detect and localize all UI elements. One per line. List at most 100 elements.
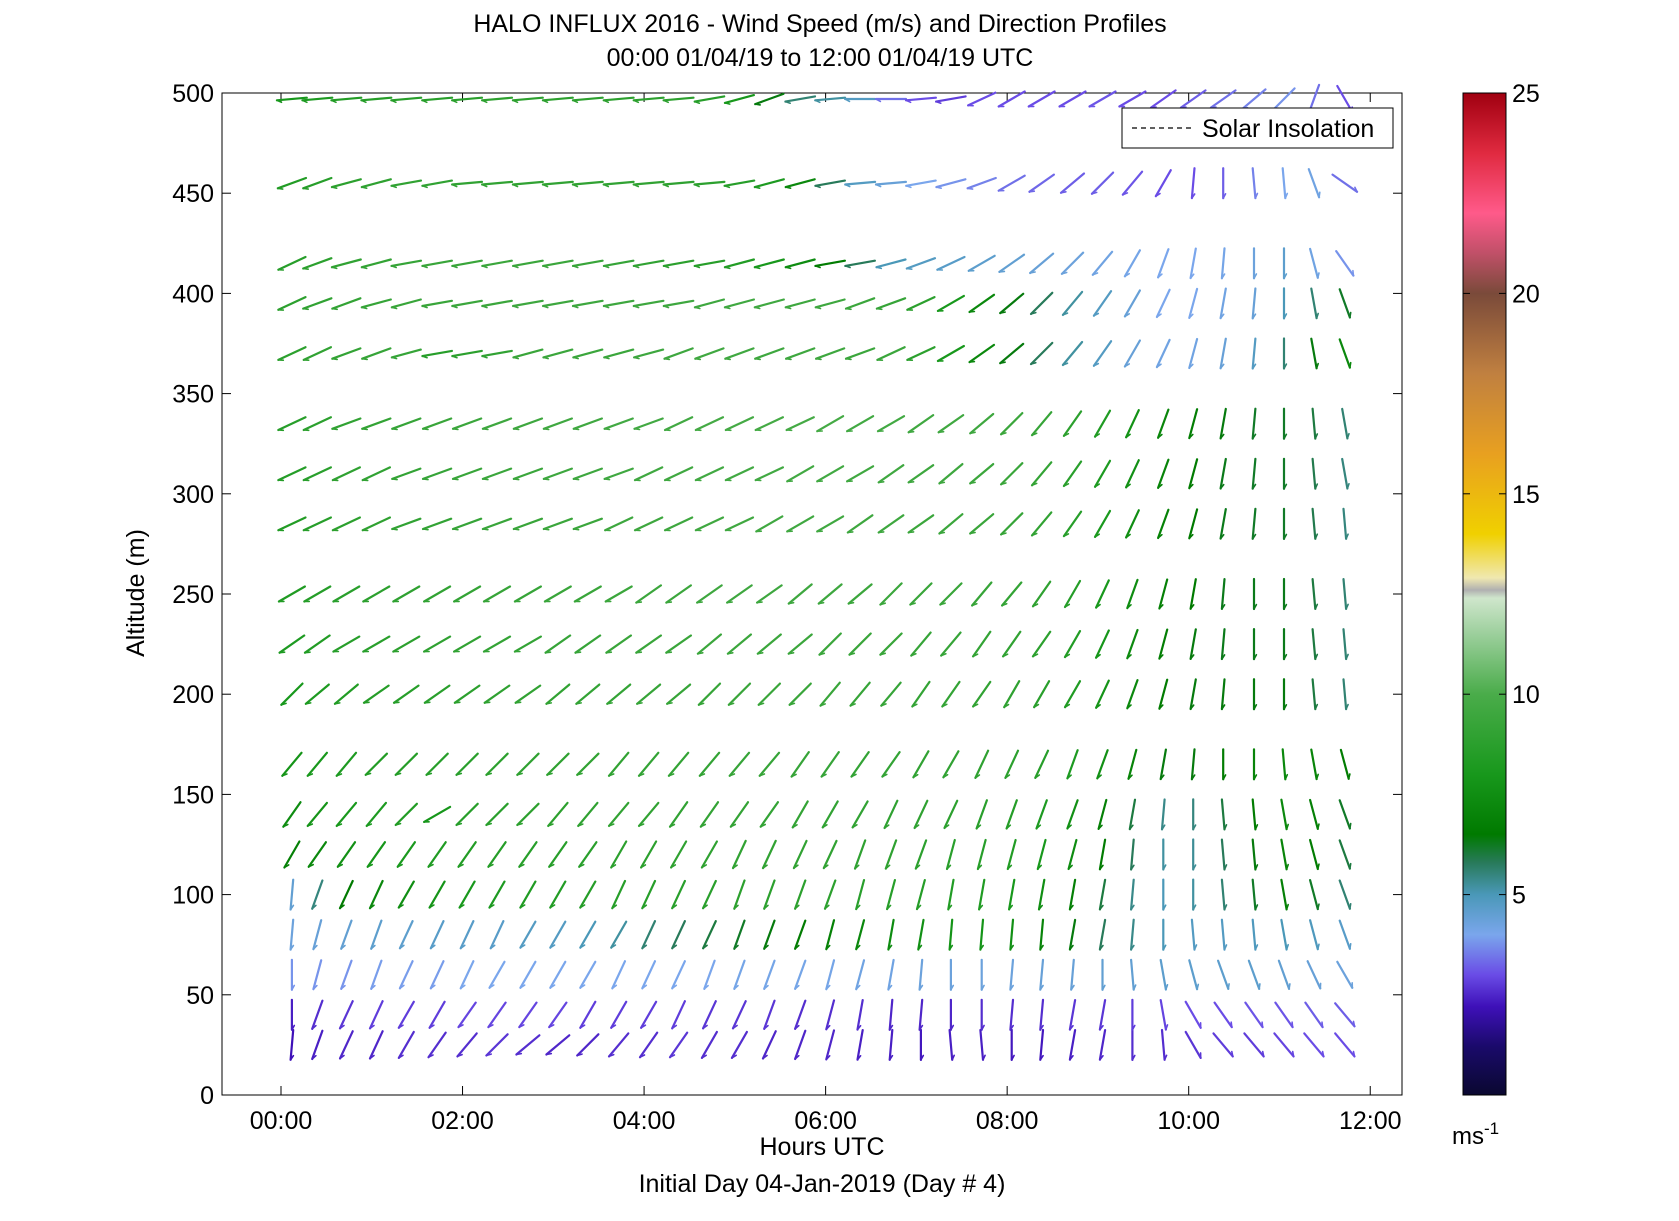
- wind-barb-head: [1293, 1052, 1294, 1057]
- y-tick-label: 500: [172, 80, 214, 108]
- wind-barb-head: [667, 703, 672, 704]
- wind-barb-head: [727, 602, 732, 603]
- wind-barb-head: [1061, 192, 1066, 193]
- wind-barb-head: [1322, 1022, 1323, 1027]
- wind-barb-head: [697, 602, 702, 603]
- wind-barb-head: [970, 533, 975, 534]
- wind-barb-head: [576, 703, 581, 704]
- wind-barb-head: [516, 1054, 521, 1055]
- wind-barb-head: [1000, 362, 1005, 363]
- wind-barb-head: [636, 602, 641, 603]
- wind-barb-head: [970, 432, 975, 433]
- wind-barb-head: [453, 429, 458, 430]
- wind-barb-head: [970, 362, 975, 363]
- wind-barb-head: [332, 429, 337, 430]
- wind-barb-head: [1350, 904, 1351, 909]
- y-tick-label: 50: [186, 982, 214, 1010]
- wind-barb-head: [483, 479, 488, 480]
- wind-barb-head: [939, 533, 944, 534]
- wind-barb-head: [335, 703, 340, 704]
- wind-barb-head: [758, 653, 763, 654]
- wind-barb-head: [305, 652, 310, 653]
- wind-barb-head: [483, 429, 488, 430]
- x-tick-label: 06:00: [794, 1107, 857, 1135]
- wind-barb-head: [303, 309, 308, 310]
- colorbar-gradient: [1463, 93, 1506, 1095]
- wind-barb-head: [786, 187, 791, 188]
- wind-barb-head: [1350, 944, 1351, 949]
- colorbar-tick-label: 20: [1512, 280, 1540, 308]
- wind-barb-head: [848, 532, 853, 533]
- wind-barb-head: [636, 652, 641, 653]
- wind-barb-head: [849, 603, 854, 604]
- wind-barb-head: [879, 532, 884, 533]
- wind-barb-head: [1319, 192, 1320, 197]
- wind-barb-head: [483, 529, 488, 530]
- legend-label-solar-insolation: Solar Insolation: [1202, 115, 1374, 143]
- x-tick-label: 12:00: [1339, 1107, 1402, 1135]
- wind-barb-head: [362, 429, 367, 430]
- wind-barb-head: [970, 482, 975, 483]
- wind-barb-head: [970, 312, 975, 313]
- wind-barb-head: [332, 309, 337, 310]
- wind-barb-head: [755, 104, 760, 105]
- wind-barb-head: [755, 359, 760, 360]
- colorbar-tick-label: 5: [1512, 882, 1526, 910]
- y-tick-label: 250: [172, 581, 214, 609]
- wind-barb-head: [606, 652, 611, 653]
- wind-barb-head: [1263, 1052, 1264, 1057]
- footer-label: Initial Day 04-Jan-2019 (Day # 4): [639, 1170, 1006, 1198]
- wind-barb-head: [879, 482, 884, 483]
- wind-barb-head: [546, 1054, 551, 1055]
- wind-barb-head: [936, 187, 941, 188]
- wind-barb-head: [1292, 1022, 1293, 1027]
- x-tick-label: 04:00: [613, 1107, 676, 1135]
- wind-barb-head: [392, 429, 397, 430]
- wind-barb-head: [280, 652, 285, 653]
- wind-barb-head: [394, 702, 399, 703]
- wind-barb-head: [909, 532, 914, 533]
- y-tick-label: 200: [172, 681, 214, 709]
- x-tick-label: 08:00: [976, 1107, 1039, 1135]
- wind-barb-head: [423, 529, 428, 530]
- wind-barb-head: [968, 188, 973, 189]
- wind-barb-head: [605, 479, 610, 480]
- wind-barb-head: [423, 479, 428, 480]
- wind-barb-head: [877, 309, 882, 310]
- wind-barb-head: [607, 703, 612, 704]
- y-tick-label: 0: [200, 1082, 214, 1110]
- wind-barb-head: [392, 529, 397, 530]
- wind-barb-head: [846, 359, 851, 360]
- wind-barb-head: [635, 429, 640, 430]
- wind-barb-head: [1354, 1052, 1355, 1057]
- wind-barb-head: [1231, 1022, 1232, 1027]
- wind-barb-head: [544, 429, 549, 430]
- wind-barb-head: [909, 432, 914, 433]
- wind-barb-head: [789, 603, 794, 604]
- wind-barb-head: [576, 652, 581, 653]
- wind-barb-head: [1323, 1052, 1324, 1057]
- wind-barb-head: [757, 602, 762, 603]
- wind-barb-head: [909, 482, 914, 483]
- wind-barb-head: [1289, 984, 1290, 989]
- wind-barb-head: [514, 429, 519, 430]
- y-tick-label: 300: [172, 481, 214, 509]
- y-tick-label: 350: [172, 381, 214, 409]
- wind-barb-head: [1350, 824, 1351, 829]
- wind-barb-head: [819, 603, 824, 604]
- wind-barb-head: [306, 703, 311, 704]
- wind-barb-head: [425, 702, 430, 703]
- x-tick-label: 10:00: [1157, 1107, 1220, 1135]
- wind-barb-head: [392, 479, 397, 480]
- wind-barb-head: [1030, 272, 1035, 273]
- wind-barb-head: [1029, 191, 1034, 192]
- wind-barb-head: [453, 479, 458, 480]
- wind-barb-head: [846, 309, 851, 310]
- wind-barb-head: [816, 359, 821, 360]
- y-tick-label: 150: [172, 781, 214, 809]
- wind-barb-head: [1350, 864, 1351, 869]
- colorbar-unit-base: ms: [1452, 1123, 1484, 1150]
- wind-barb-head: [1350, 363, 1351, 368]
- y-tick-label: 400: [172, 280, 214, 308]
- wind-barb-head: [637, 703, 642, 704]
